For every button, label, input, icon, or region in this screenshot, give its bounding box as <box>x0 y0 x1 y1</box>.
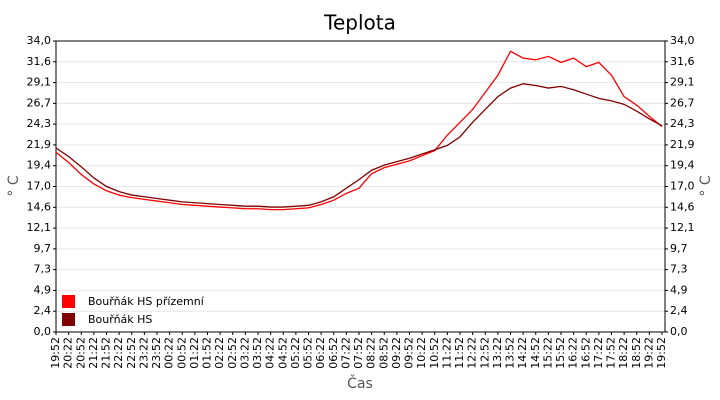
x-tick-label: 14:22 <box>516 337 529 369</box>
y-tick-label-right: 31,6 <box>670 55 695 68</box>
x-tick-label: 23:52 <box>150 337 163 369</box>
x-tick-label: 18:22 <box>617 337 630 369</box>
y-tick-label-right: 21,9 <box>670 138 695 151</box>
x-tick-label: 21:52 <box>100 337 113 369</box>
x-tick-label: 13:22 <box>491 337 504 369</box>
y-tick-label: 19,4 <box>27 159 52 172</box>
x-tick-label: 23:22 <box>137 337 150 369</box>
y-tick-label-right: 12,1 <box>670 221 695 234</box>
x-tick-label: 17:22 <box>592 337 605 369</box>
x-tick-label: 03:52 <box>251 337 264 369</box>
x-tick-label: 22:22 <box>112 337 125 369</box>
plot-frame <box>55 40 666 333</box>
y-tick-label-right: 17,0 <box>670 180 695 193</box>
x-tick-label: 19:22 <box>642 337 655 369</box>
x-tick-label: 21:22 <box>87 337 100 369</box>
x-tick-label: 04:22 <box>264 337 277 369</box>
x-axis-label: Čas <box>347 374 373 392</box>
y-tick-label: 12,1 <box>27 221 52 234</box>
x-tick-label: 02:52 <box>226 337 239 369</box>
legend-swatch <box>62 313 75 326</box>
x-tick-label: 13:52 <box>504 337 517 369</box>
x-tick-label: 10:22 <box>415 337 428 369</box>
series-line <box>55 83 663 208</box>
y-tick-label-right: 4,9 <box>670 283 688 296</box>
x-tick-label: 04:52 <box>276 337 289 369</box>
x-tick-label: 20:52 <box>74 337 87 369</box>
x-tick-label: 01:22 <box>188 337 201 369</box>
y-tick-label: 34,0 <box>27 34 52 47</box>
x-tick-label: 07:22 <box>339 337 352 369</box>
x-tick-label: 12:22 <box>466 337 479 369</box>
x-tick-label: 22:52 <box>125 337 138 369</box>
y-tick-label: 21,9 <box>27 138 52 151</box>
y-tick-label: 0,0 <box>34 325 52 338</box>
x-tick-label: 00:22 <box>163 337 176 369</box>
x-tick-label: 03:22 <box>238 337 251 369</box>
y-tick-label-right: 7,3 <box>670 263 688 276</box>
x-tick-label: 11:22 <box>440 337 453 369</box>
y-tick-label: 9,7 <box>34 242 52 255</box>
y-tick-label: 26,7 <box>27 96 52 109</box>
y-axis-label: ° C <box>6 175 22 196</box>
y-tick-label: 17,0 <box>27 180 52 193</box>
y-tick-label-right: 0,0 <box>670 325 688 338</box>
x-tick-label: 08:22 <box>365 337 378 369</box>
x-tick-label: 19:52 <box>49 337 62 369</box>
x-tick-label: 12:52 <box>478 337 491 369</box>
x-tick-label: 18:52 <box>630 337 643 369</box>
y-tick-label: 24,3 <box>27 117 52 130</box>
y-tick-label-right: 34,0 <box>670 34 695 47</box>
x-tick-label: 15:52 <box>554 337 567 369</box>
x-tick-label: 06:22 <box>314 337 327 369</box>
x-tick-label: 07:52 <box>352 337 365 369</box>
x-tick-label: 17:52 <box>605 337 618 369</box>
x-tick-label: 06:52 <box>327 337 340 369</box>
legend-label: Bouřňák HS přízemní <box>88 295 205 308</box>
x-tick-label: 19:52 <box>655 337 668 369</box>
y-tick-label-right: 26,7 <box>670 96 695 109</box>
x-tick-label: 05:22 <box>289 337 302 369</box>
y-tick-label: 31,6 <box>27 55 52 68</box>
y-tick-label: 2,4 <box>34 304 52 317</box>
x-tick-label: 02:22 <box>213 337 226 369</box>
y-tick-label: 7,3 <box>34 263 52 276</box>
x-tick-label: 20:22 <box>62 337 75 369</box>
x-tick-label: 01:52 <box>201 337 214 369</box>
x-tick-label: 09:52 <box>403 337 416 369</box>
y-tick-label-right: 2,4 <box>670 304 688 317</box>
x-tick-label: 16:52 <box>579 337 592 369</box>
x-tick-label: 11:52 <box>453 337 466 369</box>
y-tick-label: 4,9 <box>34 283 52 296</box>
y-tick-label: 29,1 <box>27 76 52 89</box>
x-tick-label: 00:52 <box>175 337 188 369</box>
x-tick-label: 05:52 <box>302 337 315 369</box>
y-tick-label-right: 14,6 <box>670 200 695 213</box>
x-tick-label: 09:22 <box>390 337 403 369</box>
x-tick-label: 14:52 <box>529 337 542 369</box>
y-tick-label: 14,6 <box>27 200 52 213</box>
series-line <box>55 50 663 211</box>
x-tick-label: 16:22 <box>567 337 580 369</box>
y-tick-label-right: 19,4 <box>670 159 695 172</box>
legend-label: Bouřňák HS <box>88 313 152 326</box>
x-tick-label: 15:22 <box>541 337 554 369</box>
y-tick-label-right: 24,3 <box>670 117 695 130</box>
y-tick-label-right: 29,1 <box>670 76 695 89</box>
y-tick-label-right: 9,7 <box>670 242 688 255</box>
legend-swatch <box>62 295 75 308</box>
x-tick-label: 08:52 <box>377 337 390 369</box>
y-axis-label-right: ° C <box>698 175 714 196</box>
chart-title: Teplota <box>323 11 396 35</box>
x-tick-label: 10:52 <box>428 337 441 369</box>
